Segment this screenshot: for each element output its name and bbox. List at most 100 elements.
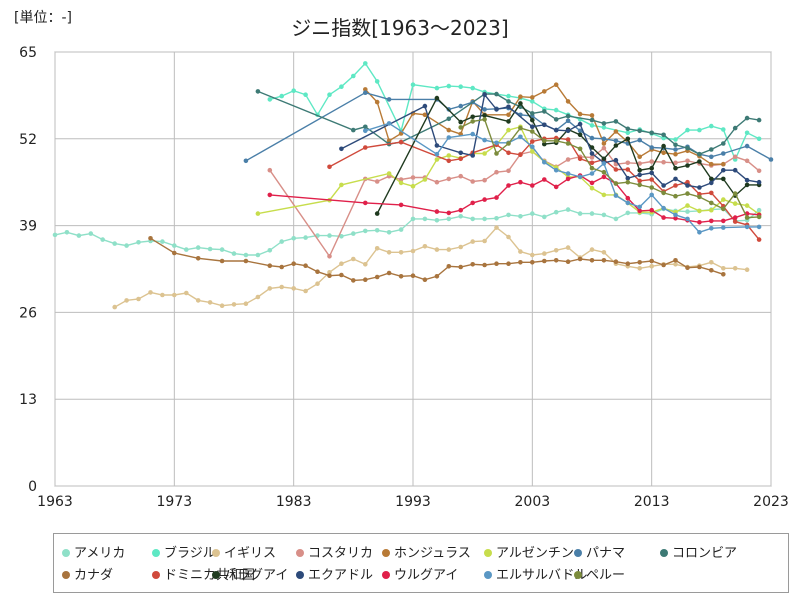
series-point-12	[458, 150, 464, 156]
series-point-3	[553, 248, 559, 253]
series-point-12	[530, 124, 535, 130]
series-point-15	[744, 215, 750, 220]
series-point-9	[446, 264, 452, 269]
series-point-6	[339, 182, 344, 188]
legend-item: ドミニカ共和国	[152, 564, 255, 583]
x-tick-label: 1973	[157, 494, 193, 510]
series-point-3	[315, 281, 320, 287]
series-point-1	[470, 216, 476, 222]
series-point-1	[160, 239, 165, 244]
series-point-3	[410, 248, 416, 254]
series-point-4	[374, 179, 380, 184]
series-point-14	[482, 137, 487, 143]
series-point-3	[112, 304, 117, 310]
series-point-7	[721, 151, 726, 156]
series-point-8	[255, 89, 261, 94]
series-point-12	[744, 177, 750, 183]
series-point-1	[446, 216, 452, 222]
x-tick-label: 2023	[753, 494, 789, 510]
legend-label: コロンビア	[672, 546, 738, 561]
series-point-8	[649, 130, 654, 136]
series-point-6	[398, 180, 404, 186]
series-point-3	[291, 286, 297, 291]
series-point-4	[637, 161, 642, 166]
series-point-5	[386, 138, 392, 144]
series-point-10	[673, 183, 678, 188]
unit-label: [単位：-]	[14, 10, 72, 26]
series-point-13	[518, 179, 523, 185]
series-point-14	[542, 159, 547, 165]
series-point-7	[482, 107, 487, 112]
series-point-8	[351, 127, 356, 133]
series-point-1	[303, 235, 308, 240]
series-point-3	[673, 262, 678, 267]
legend-marker	[152, 570, 160, 579]
series-point-7	[363, 90, 368, 95]
series-point-4	[601, 145, 607, 151]
series-point-14	[661, 205, 666, 211]
chart-title: ジニ指数[1963～2023]	[291, 16, 509, 40]
series-point-13	[458, 207, 464, 213]
series-point-9	[327, 273, 332, 279]
series-point-9	[422, 277, 428, 283]
series-point-4	[744, 158, 750, 164]
series-point-14	[363, 128, 368, 134]
x-tick-label: 1963	[37, 494, 73, 510]
x-tick-label: 1993	[395, 494, 431, 510]
series-point-9	[649, 258, 654, 264]
series-point-3	[542, 251, 547, 256]
series-point-14	[518, 134, 523, 140]
series-point-12	[613, 157, 619, 163]
series-point-10	[756, 237, 762, 242]
series-point-15	[673, 193, 678, 199]
series-point-2	[530, 99, 535, 104]
legend-label: ペルー	[586, 568, 626, 583]
series-point-3	[565, 245, 571, 250]
series-point-1	[267, 248, 273, 253]
series-point-1	[458, 214, 464, 219]
series-point-5	[506, 112, 511, 118]
series-point-3	[184, 290, 189, 296]
series-point-11	[589, 145, 595, 150]
series-point-15	[637, 182, 642, 188]
series-point-8	[589, 117, 595, 123]
series-point-8	[506, 99, 511, 104]
series-point-14	[446, 135, 452, 140]
series-point-4	[756, 168, 762, 174]
series-point-9	[386, 270, 392, 276]
series-point-13	[530, 183, 535, 188]
series-point-3	[458, 244, 464, 250]
series-line-14	[365, 122, 760, 234]
series-point-1	[434, 218, 440, 223]
series-point-3	[506, 234, 511, 240]
series-point-14	[709, 226, 714, 231]
series-point-7	[577, 128, 583, 134]
series-point-2	[589, 123, 595, 128]
series-point-3	[303, 288, 308, 294]
series-point-4	[494, 169, 499, 175]
legend-item: アメリカ	[62, 542, 125, 561]
series-point-2	[351, 73, 356, 79]
series-point-11	[482, 113, 487, 118]
series-point-8	[744, 115, 750, 121]
series-point-11	[709, 176, 714, 182]
series-point-3	[172, 292, 177, 298]
series-point-6	[697, 208, 702, 214]
series-point-9	[172, 250, 177, 256]
series-point-5	[709, 161, 714, 167]
series-point-4	[649, 159, 654, 164]
series-point-12	[470, 153, 476, 158]
series-point-11	[697, 159, 702, 164]
y-tick-label: 39	[19, 219, 37, 235]
series-point-9	[637, 260, 642, 265]
series-point-15	[565, 141, 571, 146]
series-point-9	[315, 269, 320, 275]
series-point-13	[709, 218, 714, 224]
series-point-10	[685, 179, 690, 185]
legend-marker	[574, 570, 582, 579]
series-point-3	[494, 225, 499, 230]
series-point-9	[219, 258, 225, 264]
series-point-3	[374, 246, 380, 251]
series-point-10	[506, 150, 511, 156]
